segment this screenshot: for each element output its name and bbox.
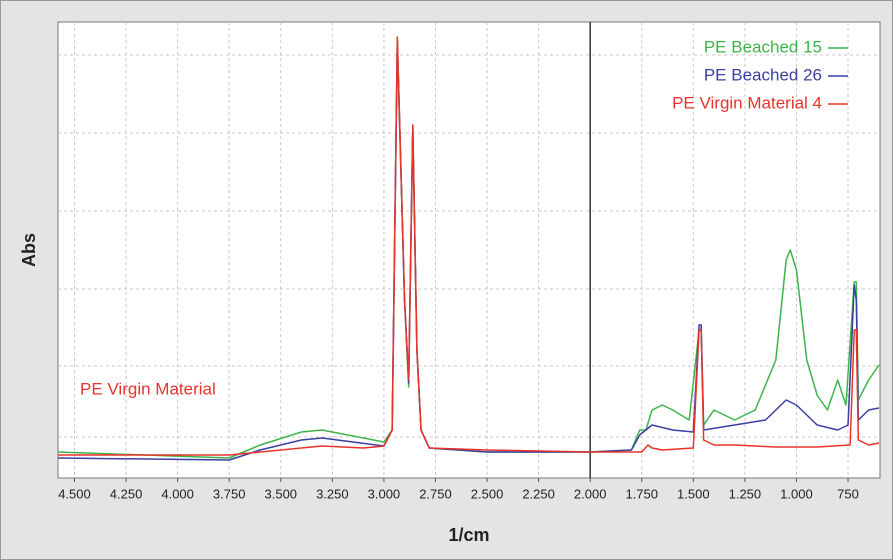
annotation: PE Virgin Material bbox=[80, 379, 216, 398]
x-tick-label: 4.250 bbox=[110, 486, 143, 501]
x-tick-label: 4.500 bbox=[58, 486, 91, 501]
x-tick-label: 2.750 bbox=[419, 486, 452, 501]
y-axis-label: Abs bbox=[19, 233, 39, 267]
horizontal-grid bbox=[58, 54, 880, 438]
x-tick-label: 1.250 bbox=[729, 486, 762, 501]
x-tick-label: 2.000 bbox=[574, 486, 607, 501]
legend-label: PE Virgin Material 4 bbox=[672, 93, 822, 112]
x-tick-label: 1.000 bbox=[780, 486, 813, 501]
x-tick-label: 2.500 bbox=[471, 486, 504, 501]
x-tick-label: 4.000 bbox=[161, 486, 194, 501]
plot-area bbox=[57, 21, 881, 479]
x-tick-label: 750 bbox=[837, 486, 859, 501]
x-tick-label: 3.250 bbox=[316, 486, 349, 501]
x-tick-label: 3.750 bbox=[213, 486, 246, 501]
x-tick-label: 1.750 bbox=[625, 486, 658, 501]
x-axis-label: 1/cm bbox=[448, 525, 489, 545]
legend-label: PE Beached 26 bbox=[704, 65, 822, 84]
x-tick-label: 2.250 bbox=[522, 486, 555, 501]
lines bbox=[58, 36, 880, 461]
x-tick-label: 1.500 bbox=[677, 486, 710, 501]
x-tick-label: 3.500 bbox=[265, 486, 298, 501]
legend-label: PE Beached 15 bbox=[704, 37, 822, 56]
series-line bbox=[58, 36, 880, 456]
x-tick-label: 3.000 bbox=[368, 486, 401, 501]
